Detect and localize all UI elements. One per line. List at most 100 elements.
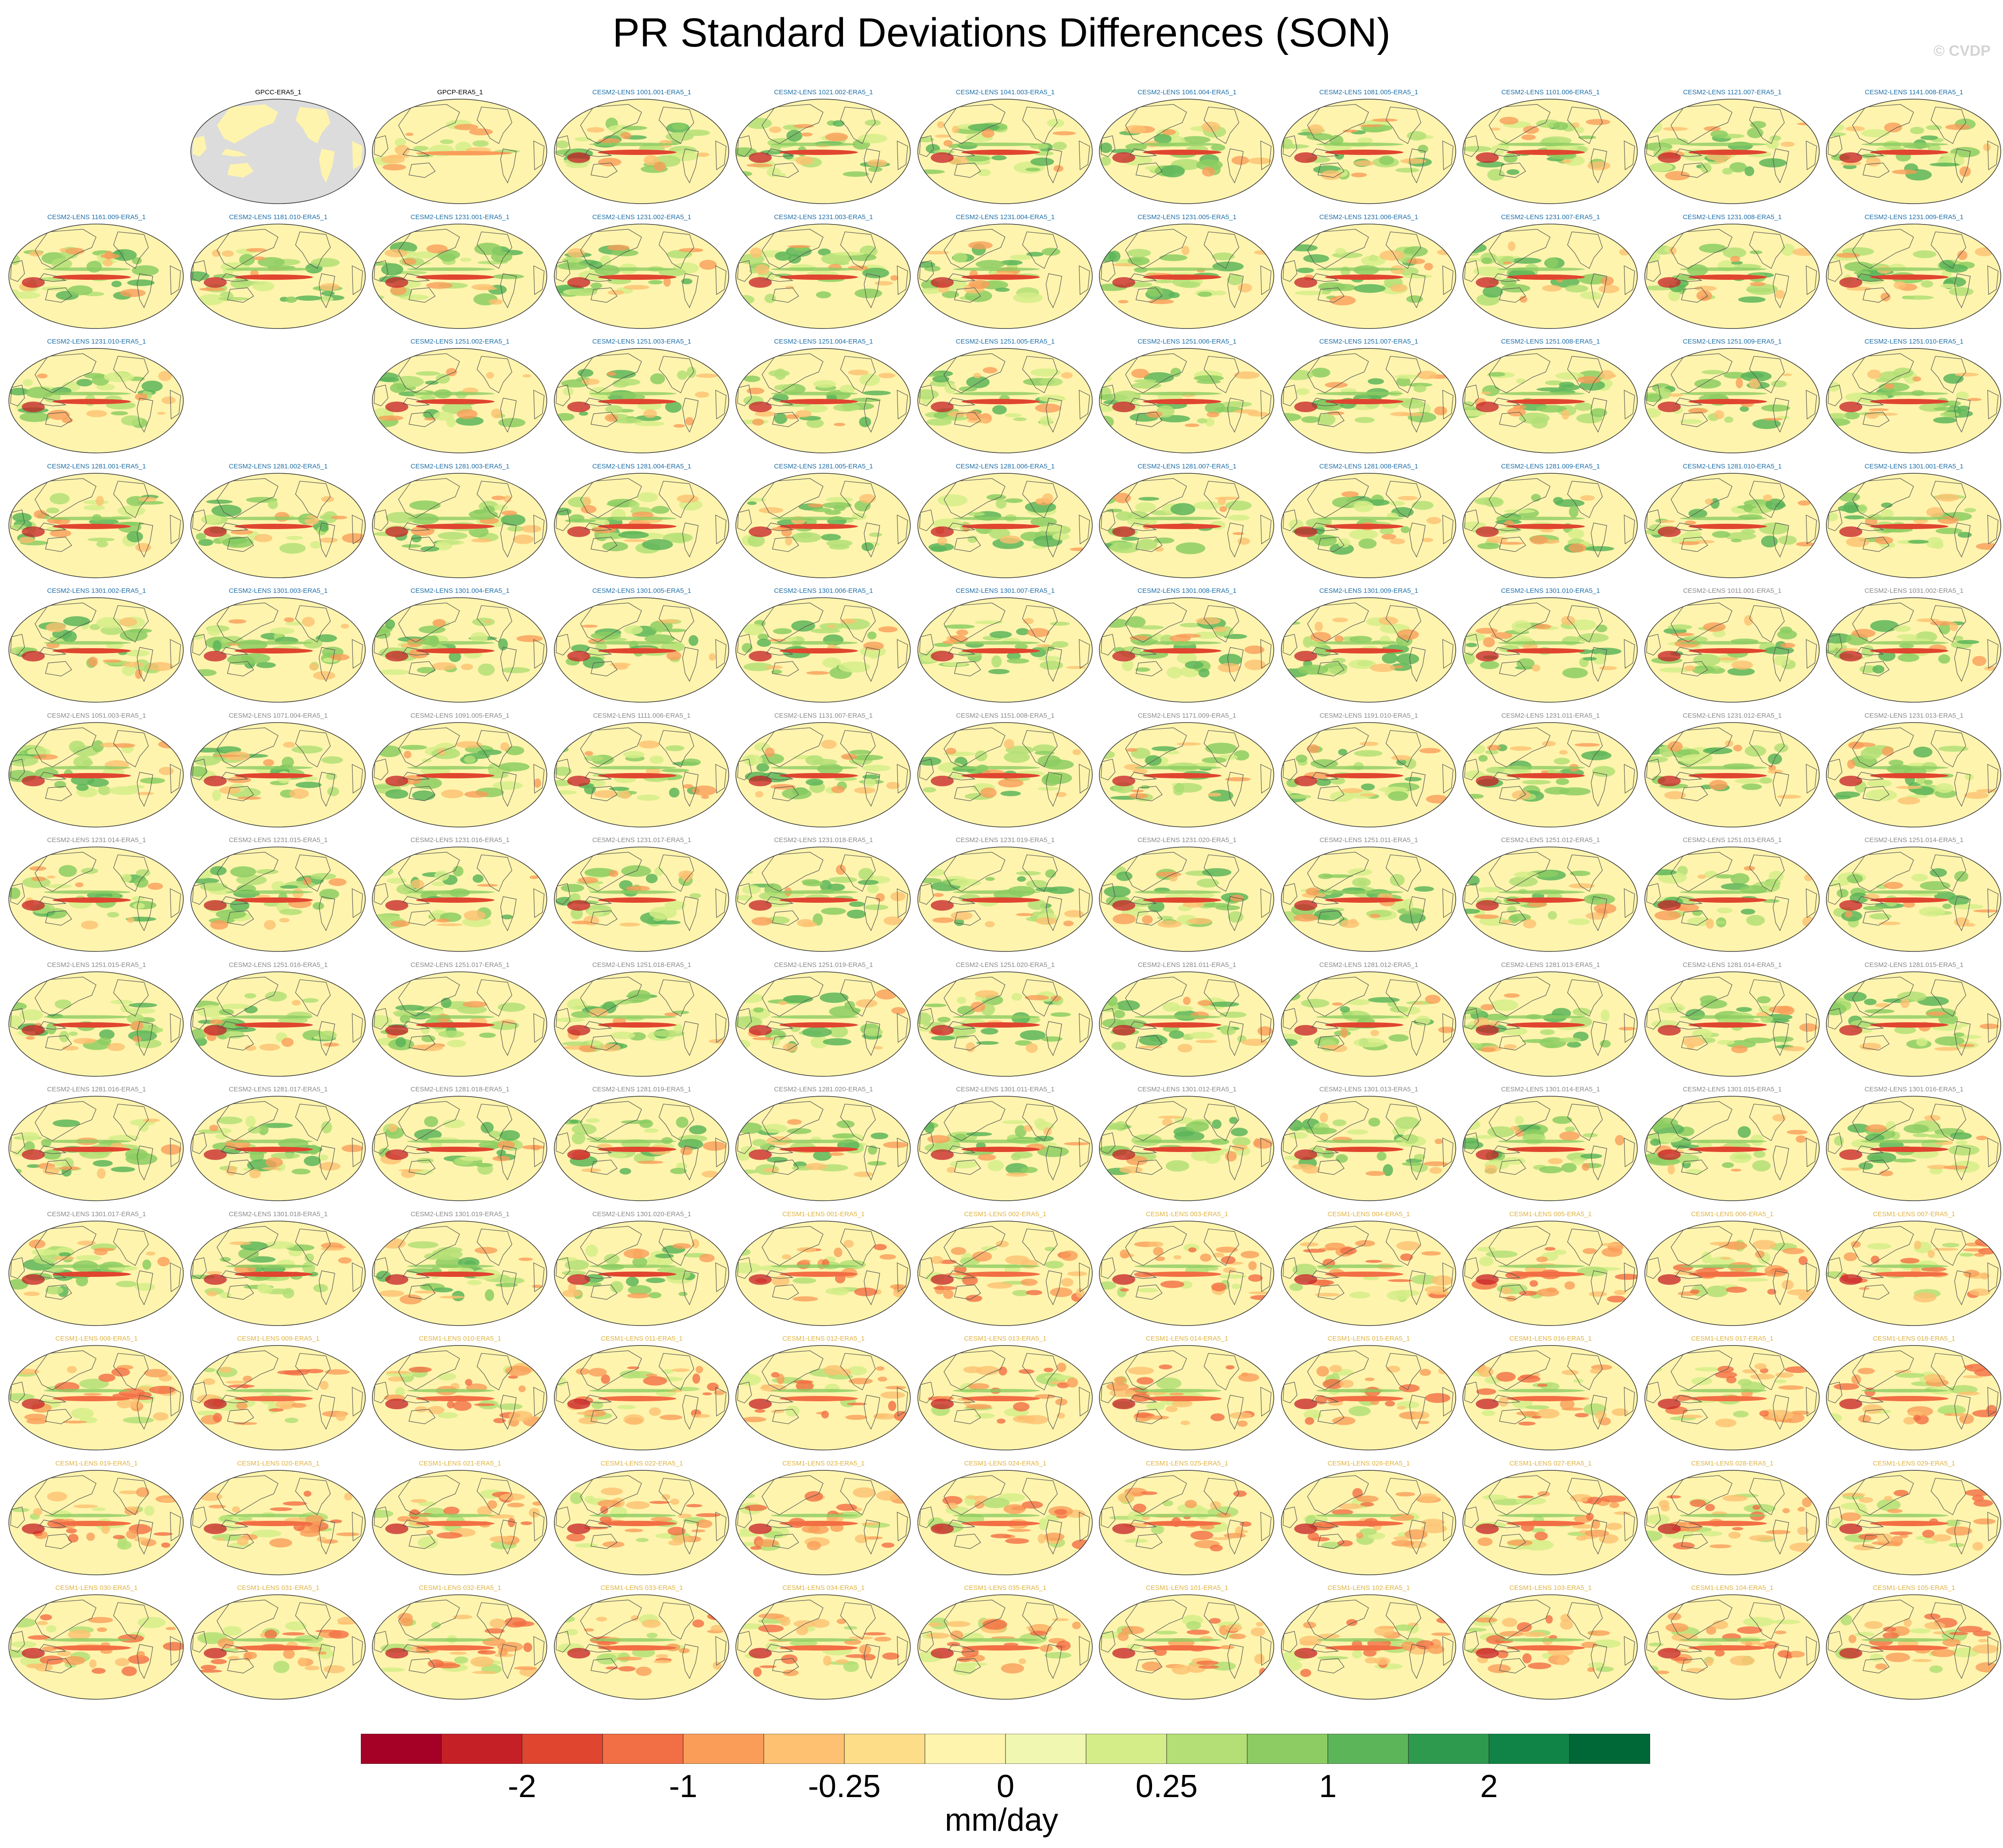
equatorial-band [1143, 773, 1222, 778]
field-blob [1741, 783, 1762, 790]
field-blob [230, 866, 256, 878]
map-panel-label: CESM2-LENS 1231.009-ERA5_1 [1864, 213, 1964, 221]
equatorial-band [416, 773, 495, 778]
coastline [1260, 390, 1272, 420]
world-map [1826, 971, 2001, 1077]
field-blob [1847, 759, 1855, 769]
field-blob [943, 1289, 954, 1299]
itcz-band [43, 1015, 131, 1019]
map-panel-label: CESM2-LENS 1161.009-ERA5_1 [47, 213, 146, 221]
coastline [1079, 1013, 1090, 1043]
coastline [1125, 104, 1187, 144]
west-pacific-anomaly [567, 1025, 590, 1036]
field-blob [1601, 1009, 1610, 1022]
west-pacific-anomaly [385, 1274, 409, 1285]
field-blob [1892, 169, 1918, 174]
field-blob [1353, 160, 1375, 166]
coastline [476, 730, 512, 767]
itcz-band [1134, 267, 1222, 271]
field-blob [974, 620, 1003, 624]
west-pacific-anomaly [1839, 900, 1863, 911]
world-map [1826, 722, 2001, 827]
west-pacific-anomaly [749, 651, 772, 661]
field-blob [1670, 537, 1681, 543]
map-panel: CESM2-LENS 1041.003-ERA5_1 [915, 89, 1096, 213]
coastline [1022, 605, 1058, 643]
equatorial-band [1870, 773, 1949, 778]
map-border [372, 348, 547, 453]
field-blob [401, 544, 421, 548]
itcz-band [770, 392, 858, 395]
field-blob [821, 908, 846, 915]
field-blob [557, 262, 588, 270]
coastline [762, 478, 824, 518]
field-blob [258, 1284, 273, 1294]
coastline [476, 979, 512, 1017]
field-blob [1228, 911, 1244, 923]
field-blob [746, 387, 765, 394]
field-blob [441, 1253, 451, 1259]
map-border [1826, 223, 2001, 329]
field-blob [1516, 658, 1535, 669]
map-border [1280, 472, 1456, 578]
coastline [766, 148, 794, 157]
coastline [35, 976, 97, 1017]
coastline [408, 412, 436, 427]
field-blob [1319, 1112, 1328, 1122]
field-blob [618, 531, 649, 539]
field-blob [1009, 254, 1032, 260]
field-blob [399, 1014, 410, 1024]
field-blob [746, 163, 773, 167]
coastline [590, 536, 618, 552]
field-blob [407, 1241, 439, 1249]
field-blob [1395, 1117, 1419, 1129]
field-blob [701, 1171, 719, 1178]
coastline [220, 896, 248, 905]
field-blob [1465, 793, 1484, 799]
coastline [113, 605, 149, 643]
coastline [1681, 287, 1708, 303]
field-blob [1568, 528, 1585, 539]
field-blob [1545, 257, 1558, 268]
coastline [1852, 478, 1914, 518]
field-blob [843, 1239, 854, 1248]
map-panel-label: CESM2-LENS 1231.005-ERA5_1 [1137, 213, 1237, 221]
coastline [897, 514, 908, 544]
field-blob [1561, 1163, 1577, 1173]
field-blob [752, 418, 764, 426]
coastline [10, 883, 25, 905]
field-blob [418, 1044, 443, 1051]
coastline [1499, 287, 1526, 303]
coastline [533, 514, 545, 544]
field-blob [1802, 916, 1815, 927]
map-panel-label: CESM2-LENS 1181.010-ERA5_1 [229, 213, 328, 221]
field-blob [1644, 394, 1663, 402]
field-blob [1565, 284, 1589, 293]
world-map [1644, 722, 1820, 827]
field-blob [385, 789, 409, 799]
coastline [897, 763, 908, 793]
field-blob [1514, 871, 1539, 878]
equatorial-band [1688, 150, 1767, 155]
field-blob [1665, 171, 1690, 181]
field-blob [1390, 412, 1411, 417]
field-blob [1052, 533, 1070, 540]
field-blob [1131, 368, 1149, 379]
field-blob [193, 755, 220, 766]
field-blob [1480, 1004, 1494, 1010]
equatorial-band [416, 897, 495, 903]
field-blob [1703, 622, 1726, 632]
field-blob [769, 126, 782, 133]
field-blob [838, 661, 870, 673]
field-blob [1893, 367, 1914, 378]
world-map [1099, 99, 1274, 204]
field-blob [643, 1128, 659, 1133]
equatorial-band [52, 399, 131, 404]
map-panel-label: CESM2-LENS 1251.016-ERA5_1 [228, 961, 328, 969]
field-blob [279, 542, 306, 554]
coastline [658, 107, 694, 144]
coastline [1079, 514, 1090, 544]
field-blob [1826, 880, 1849, 887]
coastline [762, 228, 824, 269]
field-blob [577, 369, 593, 377]
